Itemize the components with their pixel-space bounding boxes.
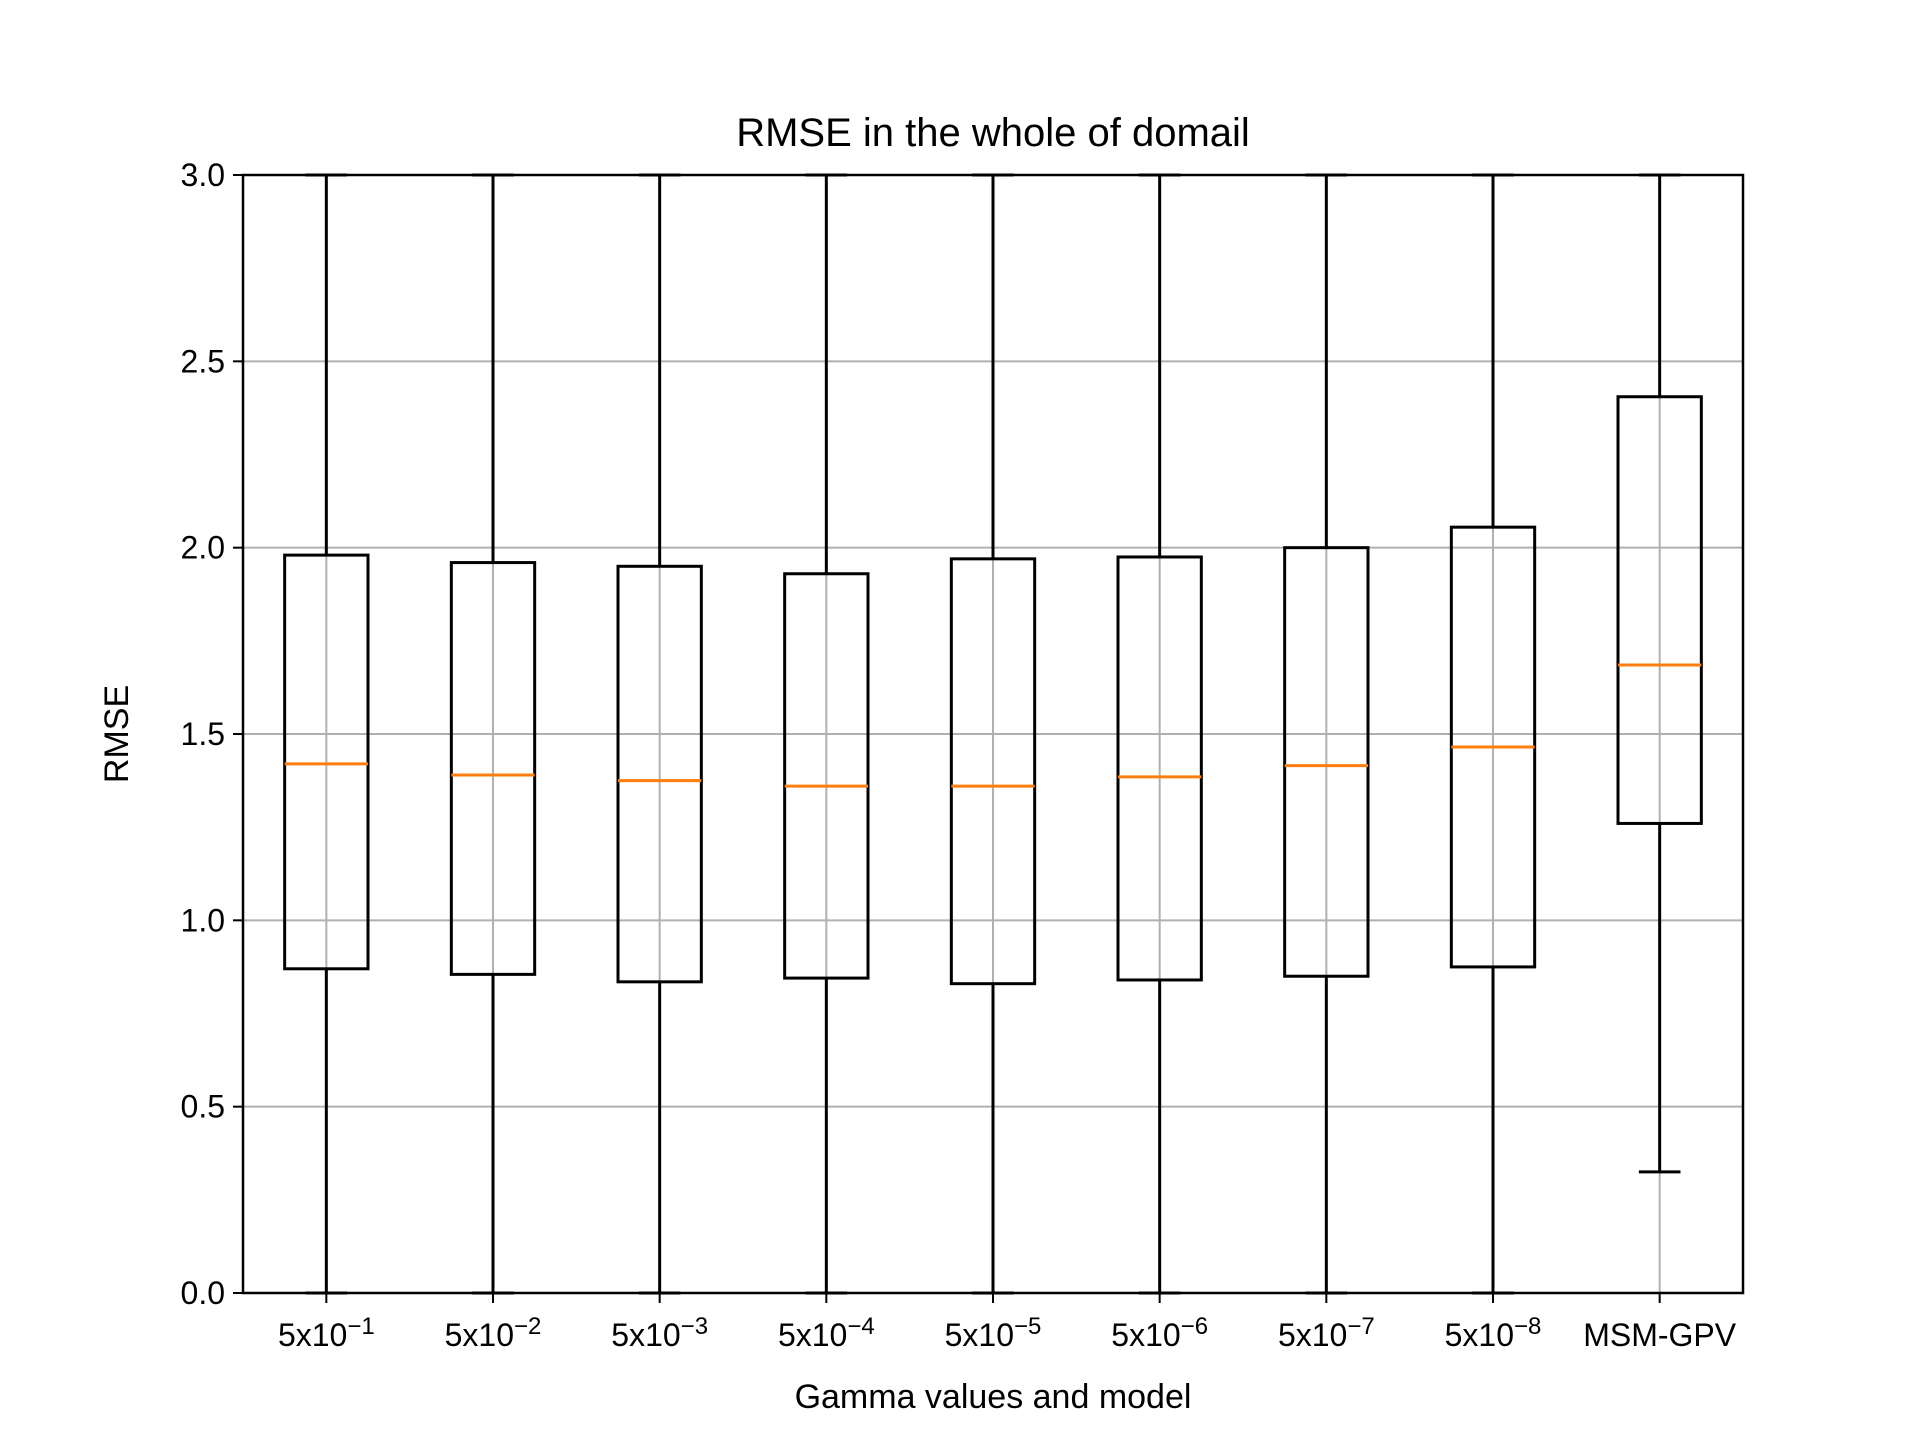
x-axis: 5x10−1 5x10−2 5x10−3 5x10−4 5x10−5 5x10−6 5x10…	[278, 1293, 1737, 1353]
x-tick-label: MSM-GPV	[1583, 1317, 1737, 1353]
x-tick-label: 5x10−2	[445, 1313, 542, 1353]
box-iqr	[1616, 395, 1703, 825]
y-tick-label: 0.5	[181, 1089, 225, 1125]
x-tick-label: 5x10−7	[1278, 1313, 1375, 1353]
chart-title: RMSE in the whole of domail	[736, 111, 1250, 155]
box-iqr	[1283, 546, 1370, 978]
y-tick-label: 2.0	[181, 530, 225, 566]
box-item	[1283, 173, 1370, 1295]
box-item	[1616, 173, 1703, 1174]
box-item	[616, 173, 703, 1295]
x-tick-label: 5x10−4	[778, 1313, 875, 1353]
box-iqr	[949, 557, 1037, 986]
x-axis-label: Gamma values and model	[795, 1378, 1192, 1416]
x-tick-label: 5x10−5	[945, 1313, 1042, 1353]
y-tick-label: 3.0	[181, 157, 225, 193]
box-iqr	[1116, 555, 1203, 982]
y-axis: 0.0 0.5 1.0 1.5 2.0 2.5 3.0	[181, 157, 243, 1311]
box-iqr	[783, 572, 870, 980]
x-tick-label: 5x10−3	[611, 1313, 708, 1353]
y-tick-label: 1.0	[181, 902, 225, 938]
x-tick-label: 5x10−8	[1445, 1313, 1542, 1353]
y-axis-label: RMSE	[98, 685, 136, 783]
box-iqr	[283, 553, 370, 971]
box-iqr	[449, 561, 537, 976]
box-item	[283, 173, 370, 1295]
y-tick-label: 2.5	[181, 343, 225, 379]
x-tick-label: 5x10−1	[278, 1313, 375, 1353]
y-tick-label: 1.5	[181, 716, 225, 752]
y-tick-label: 0.0	[181, 1275, 225, 1311]
x-tick-label: 5x10−6	[1111, 1313, 1208, 1353]
box-iqr	[616, 564, 703, 984]
